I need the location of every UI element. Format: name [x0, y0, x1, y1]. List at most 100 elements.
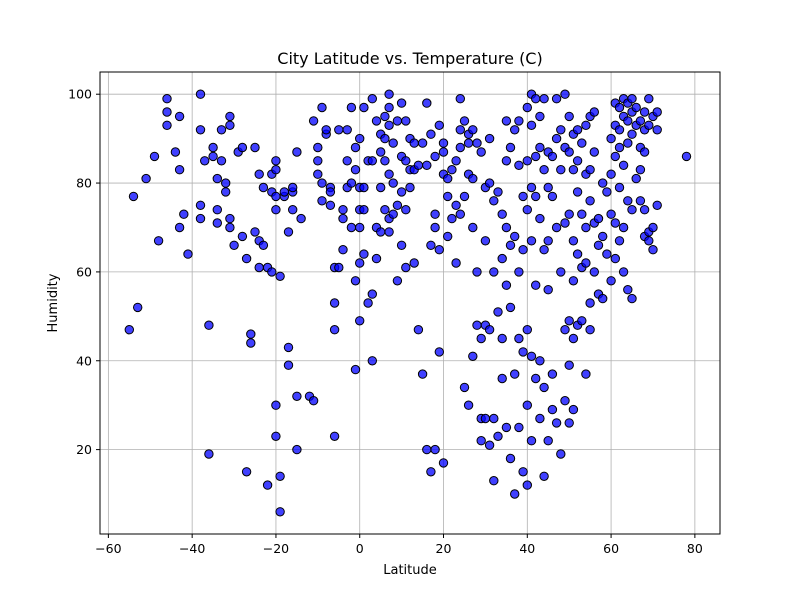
data-point — [183, 249, 193, 259]
data-point — [598, 293, 608, 304]
x-tick-label: 60 — [603, 541, 619, 556]
data-point — [443, 173, 453, 184]
data-point — [396, 98, 407, 108]
data-point — [208, 142, 218, 153]
data-point — [275, 271, 285, 281]
data-point — [338, 205, 348, 215]
data-point — [602, 249, 612, 259]
data-point — [531, 94, 541, 104]
data-point — [652, 125, 662, 135]
data-point — [350, 364, 361, 375]
data-point — [539, 471, 549, 481]
data-point — [313, 142, 323, 153]
data-point — [572, 249, 583, 259]
data-point — [271, 205, 281, 215]
data-point — [610, 151, 620, 162]
data-point — [577, 316, 587, 326]
x-tick-label: −40 — [179, 541, 205, 556]
y-tick-label: 60 — [76, 264, 92, 279]
data-point — [313, 156, 323, 166]
data-point — [401, 205, 411, 215]
data-point — [350, 165, 361, 175]
data-point — [426, 129, 436, 139]
data-point — [635, 165, 646, 175]
data-point — [388, 209, 398, 219]
data-point — [522, 102, 532, 113]
y-tick-label: 100 — [68, 87, 92, 102]
data-point — [329, 298, 340, 308]
data-point — [438, 138, 449, 148]
data-point — [606, 133, 616, 144]
x-tick-label: 20 — [436, 541, 452, 556]
data-point — [535, 111, 545, 122]
data-point — [635, 116, 646, 126]
data-point — [380, 156, 390, 166]
chart-title: City Latitude vs. Temperature (C) — [277, 49, 542, 68]
data-point — [195, 200, 206, 211]
data-point — [174, 111, 185, 122]
data-point — [535, 213, 545, 224]
data-point — [208, 151, 218, 162]
data-point — [618, 267, 629, 277]
data-point — [275, 507, 285, 517]
data-point — [585, 165, 595, 175]
data-point — [489, 413, 499, 424]
data-point — [342, 156, 352, 166]
data-point — [535, 142, 545, 153]
data-point — [254, 262, 264, 273]
data-point — [451, 200, 461, 211]
data-point — [480, 236, 491, 246]
data-point — [392, 116, 403, 126]
data-point — [225, 222, 235, 233]
data-point — [543, 285, 553, 295]
data-point — [275, 471, 285, 481]
data-point — [317, 178, 327, 188]
data-point — [618, 160, 629, 171]
data-point — [195, 125, 206, 135]
data-point — [455, 209, 465, 219]
data-point — [531, 191, 541, 202]
data-point — [367, 356, 377, 366]
data-point — [514, 422, 524, 433]
data-point — [644, 236, 654, 246]
data-point — [334, 125, 344, 135]
data-point — [258, 182, 269, 193]
data-point — [476, 147, 486, 157]
data-point — [501, 116, 512, 126]
data-point — [522, 400, 532, 410]
data-point — [355, 133, 365, 144]
data-point — [581, 120, 591, 131]
data-point — [652, 200, 662, 211]
data-point — [162, 120, 172, 131]
data-point — [204, 449, 214, 459]
data-point — [560, 89, 570, 99]
x-tick-label: −20 — [263, 541, 289, 556]
data-point — [283, 360, 294, 370]
data-point — [501, 280, 512, 290]
data-point — [623, 196, 633, 206]
data-point — [363, 298, 373, 308]
data-point — [610, 253, 620, 264]
data-point — [472, 267, 482, 277]
data-point — [484, 325, 495, 335]
data-point — [195, 213, 206, 224]
data-point — [170, 147, 181, 157]
data-point — [585, 196, 595, 206]
data-point — [271, 431, 281, 441]
data-point — [560, 396, 570, 406]
data-point — [501, 156, 512, 166]
data-point — [639, 107, 650, 117]
data-point — [468, 125, 478, 135]
data-point — [639, 205, 650, 215]
data-point — [526, 236, 537, 246]
data-point — [392, 276, 403, 286]
data-point — [355, 316, 365, 326]
data-point — [648, 222, 658, 233]
data-point — [593, 213, 604, 224]
data-point — [581, 258, 591, 268]
data-point — [568, 404, 579, 415]
data-point — [308, 396, 319, 406]
x-tick-label: 0 — [356, 541, 364, 556]
data-point — [355, 258, 365, 268]
